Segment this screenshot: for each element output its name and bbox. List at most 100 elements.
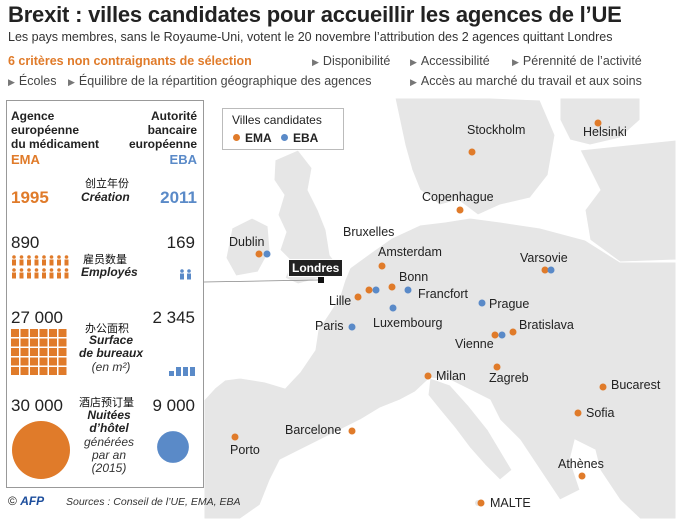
legend-item-ema: EMA xyxy=(233,131,272,145)
land-ireland xyxy=(225,217,271,277)
blue-dot-icon xyxy=(281,134,288,142)
person-body xyxy=(12,272,16,279)
office-square xyxy=(58,348,67,356)
city-label-luxembourg: Luxembourg xyxy=(373,316,443,330)
marker-bruxelles-eba xyxy=(372,286,380,294)
marker-dublin-eba xyxy=(263,250,271,258)
marker-amsterdam xyxy=(378,262,386,270)
ema-employees-people-icon xyxy=(12,255,69,279)
employees-label: Employés xyxy=(81,265,138,279)
office-square xyxy=(49,357,57,366)
office-label: Surface de bureaux xyxy=(78,333,144,360)
ema-hotel: 30 000 xyxy=(11,396,63,415)
city-label-porto: Porto xyxy=(230,443,260,457)
page-subtitle: Les pays membres, sans le Royaume-Uni, v… xyxy=(8,30,613,44)
city-label-sofia: Sofia xyxy=(586,406,615,420)
person-icon xyxy=(42,255,46,259)
person-body xyxy=(64,272,69,279)
person-icon xyxy=(64,255,69,259)
sources: Sources : Conseil de l’UE, EMA, EBA xyxy=(66,496,241,508)
marker-francfort xyxy=(404,286,412,294)
city-label-prague: Prague xyxy=(489,297,530,311)
creation-cn-label: 创立年份 xyxy=(85,177,129,190)
office-square xyxy=(11,367,19,375)
land-continent xyxy=(204,217,676,519)
office-square xyxy=(30,367,38,375)
arrow-right-icon: ▶ xyxy=(512,57,519,67)
office-square xyxy=(39,338,48,347)
criterion-item: ▶ Écoles xyxy=(8,74,57,88)
office-square xyxy=(11,348,19,356)
person-body xyxy=(34,272,39,279)
callout-line xyxy=(204,279,319,283)
city-label-milan: Milan xyxy=(436,369,466,383)
marker-vienne-ema xyxy=(491,331,499,339)
eba-creation-year: 2011 xyxy=(160,188,197,207)
office-square xyxy=(49,338,57,347)
marker-bratislava xyxy=(509,328,517,336)
person-body xyxy=(49,259,54,266)
city-label-amsterdam: Amsterdam xyxy=(378,245,442,259)
criteria-title: 6 critères non contraignants de sélectio… xyxy=(8,54,252,68)
office-square xyxy=(58,367,67,375)
person-icon xyxy=(49,268,54,272)
land-great-britain xyxy=(273,149,341,285)
eba-header: Autorité bancaire européenne xyxy=(128,109,197,151)
orange-dot-icon xyxy=(233,134,240,142)
office-square xyxy=(58,357,67,366)
marker-varsovie-eba xyxy=(547,266,555,274)
marker-bruxelles-ema xyxy=(365,286,373,294)
map-legend: Villes candidates EMA EBA xyxy=(222,108,344,150)
arrow-right-icon: ▶ xyxy=(312,57,319,67)
marker-bucarest xyxy=(599,383,607,391)
person-body xyxy=(57,259,61,266)
arrow-right-icon: ▶ xyxy=(410,77,417,87)
office-square xyxy=(39,329,48,337)
office-square xyxy=(39,367,48,375)
city-label-varsovie: Varsovie xyxy=(520,251,568,265)
office-square xyxy=(11,357,19,366)
criterion-item: ▶ Accessibilité xyxy=(410,54,490,68)
ema-office-squares-icon xyxy=(11,329,67,375)
city-label-barcelone: Barcelone xyxy=(285,423,342,437)
afp-logo: © AFP xyxy=(8,494,45,508)
city-label-athenes: Athènes xyxy=(558,457,604,471)
person-body xyxy=(57,272,61,279)
office-square xyxy=(30,338,38,347)
person-body xyxy=(42,259,46,266)
marker-bonn xyxy=(388,283,396,291)
marker-paris xyxy=(348,323,356,331)
city-label-malte: MALTE xyxy=(490,496,531,510)
person-body xyxy=(12,259,16,266)
marker-porto xyxy=(231,433,239,441)
office-square xyxy=(30,329,38,337)
marker-athenes xyxy=(578,472,586,480)
office-square xyxy=(30,357,38,366)
comparison-panel: Agence européenne du médicament EMA Auto… xyxy=(6,100,204,488)
person-body xyxy=(49,272,54,279)
person-icon xyxy=(57,268,61,272)
office-square xyxy=(49,348,57,356)
creation-label: Création xyxy=(81,190,130,204)
city-label-london: Londres xyxy=(288,259,344,277)
legend-item-eba: EBA xyxy=(281,131,318,145)
person-icon xyxy=(34,255,39,259)
arrow-right-icon: ▶ xyxy=(68,77,75,87)
office-square xyxy=(20,367,29,375)
marker-malte xyxy=(477,499,485,507)
land-italy xyxy=(427,377,513,481)
marker-barcelone xyxy=(348,427,356,435)
person-icon xyxy=(27,255,31,259)
arrow-right-icon: ▶ xyxy=(410,57,417,67)
ema-header: Agence européenne du médicament xyxy=(11,109,100,151)
land-scandinavia xyxy=(394,98,556,216)
criterion-item: ▶ Disponibilité xyxy=(312,54,391,68)
person-icon xyxy=(27,268,31,272)
hotel-label: Nuitées d’hôtel xyxy=(87,408,131,435)
city-label-vienne: Vienne xyxy=(455,337,494,351)
city-label-bruxelles: Bruxelles xyxy=(343,225,395,239)
marker-varsovie-ema xyxy=(541,266,549,274)
person-icon xyxy=(42,268,46,272)
office-square xyxy=(11,329,19,337)
office-square xyxy=(11,338,19,347)
